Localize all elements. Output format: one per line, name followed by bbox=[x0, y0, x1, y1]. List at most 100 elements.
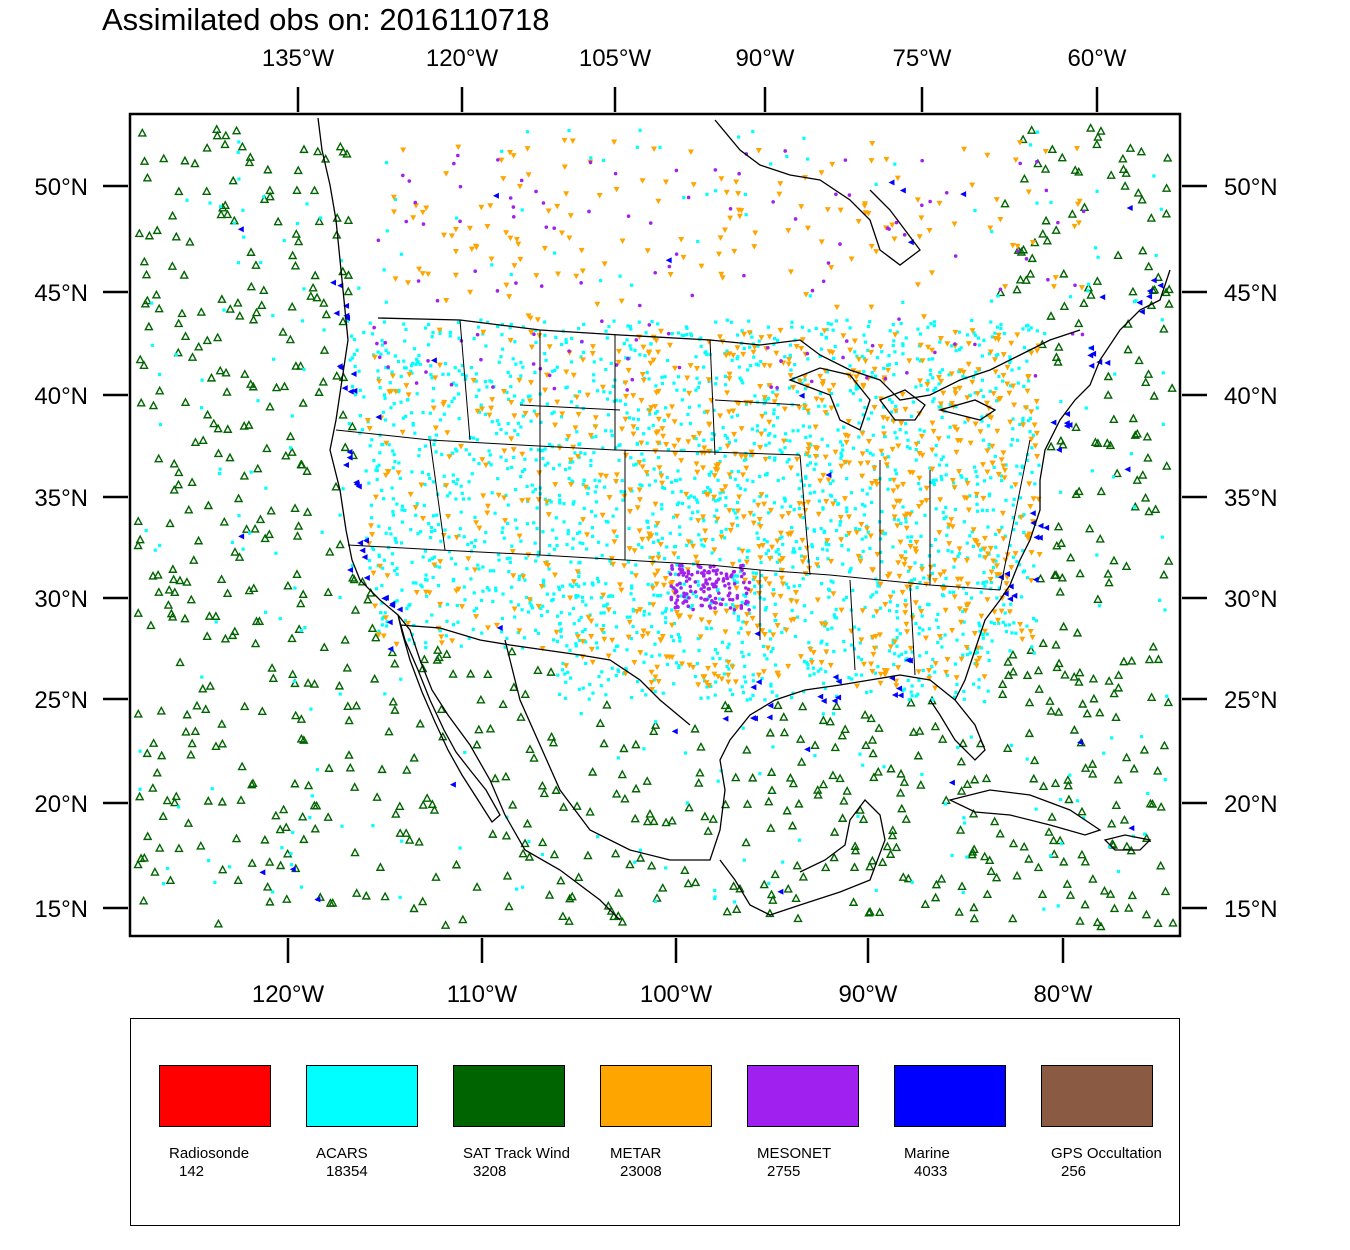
obs-point bbox=[718, 534, 725, 540]
obs-point bbox=[762, 653, 767, 657]
obs-point bbox=[914, 521, 919, 525]
obs-point bbox=[1011, 592, 1018, 599]
obs-point bbox=[581, 541, 585, 546]
obs-point bbox=[877, 857, 888, 866]
obs-point bbox=[437, 565, 442, 569]
obs-point bbox=[968, 808, 979, 818]
obs-point bbox=[499, 455, 503, 459]
obs-point bbox=[397, 461, 401, 465]
obs-point bbox=[340, 634, 350, 644]
obs-point bbox=[393, 641, 400, 648]
obs-point bbox=[451, 451, 455, 455]
obs-point bbox=[859, 608, 866, 614]
obs-point bbox=[797, 378, 804, 385]
obs-point bbox=[366, 426, 373, 432]
obs-point bbox=[1032, 576, 1039, 583]
obs-point bbox=[1019, 636, 1026, 643]
obs-point bbox=[780, 450, 784, 454]
obs-point bbox=[740, 351, 747, 358]
obs-point bbox=[622, 342, 626, 346]
obs-point bbox=[697, 381, 702, 385]
obs-point bbox=[390, 705, 400, 714]
obs-point bbox=[832, 674, 839, 681]
obs-point bbox=[1128, 825, 1135, 832]
obs-point bbox=[715, 508, 719, 512]
obs-point bbox=[910, 510, 914, 514]
obs-point bbox=[862, 513, 866, 517]
obs-point bbox=[508, 325, 512, 330]
obs-point bbox=[756, 590, 763, 597]
obs-point bbox=[906, 678, 910, 682]
obs-point bbox=[578, 247, 585, 254]
obs-point bbox=[202, 409, 213, 419]
obs-point bbox=[948, 517, 955, 523]
obs-point bbox=[574, 634, 581, 640]
obs-point bbox=[528, 344, 535, 351]
obs-point bbox=[701, 445, 708, 452]
obs-point bbox=[891, 514, 898, 520]
obs-point bbox=[288, 446, 293, 450]
obs-point bbox=[564, 340, 568, 345]
obs-point bbox=[628, 416, 632, 420]
obs-point bbox=[1144, 506, 1154, 516]
obs-point bbox=[651, 540, 656, 544]
obs-point bbox=[796, 452, 800, 456]
obs-point bbox=[515, 526, 519, 530]
obs-point bbox=[360, 428, 364, 432]
obs-point bbox=[584, 532, 591, 538]
obs-point bbox=[745, 549, 749, 553]
obs-point bbox=[201, 186, 212, 196]
obs-point bbox=[554, 536, 558, 540]
obs-point bbox=[879, 537, 883, 541]
obs-point bbox=[679, 489, 683, 494]
obs-point bbox=[1136, 146, 1147, 156]
obs-point bbox=[829, 350, 836, 356]
obs-point bbox=[158, 811, 168, 821]
obs-point bbox=[314, 896, 321, 903]
obs-point bbox=[648, 533, 655, 539]
obs-point bbox=[779, 555, 786, 562]
obs-point bbox=[774, 572, 778, 576]
obs-point bbox=[625, 615, 629, 619]
obs-point bbox=[513, 488, 518, 492]
obs-point bbox=[820, 379, 827, 385]
obs-point bbox=[577, 618, 581, 622]
obs-point bbox=[568, 466, 572, 470]
obs-point bbox=[451, 859, 462, 869]
obs-point bbox=[810, 543, 814, 547]
obs-point bbox=[724, 496, 728, 500]
obs-point bbox=[637, 303, 642, 308]
obs-point bbox=[198, 435, 208, 445]
obs-point bbox=[393, 197, 398, 201]
obs-point bbox=[739, 626, 743, 630]
obs-point bbox=[623, 452, 630, 459]
obs-point bbox=[465, 556, 472, 562]
obs-point bbox=[898, 428, 902, 432]
obs-point bbox=[1009, 485, 1014, 489]
obs-point bbox=[639, 464, 646, 470]
obs-point bbox=[839, 795, 849, 805]
obs-point bbox=[1029, 510, 1036, 517]
obs-point bbox=[393, 460, 397, 464]
obs-point bbox=[1016, 247, 1027, 256]
obs-point bbox=[500, 322, 504, 327]
obs-point bbox=[994, 532, 998, 537]
obs-point bbox=[1004, 588, 1011, 595]
obs-point bbox=[724, 603, 728, 607]
obs-point bbox=[951, 221, 958, 228]
obs-point bbox=[479, 403, 483, 407]
obs-point bbox=[474, 372, 478, 376]
obs-point bbox=[926, 574, 933, 581]
obs-point bbox=[509, 385, 513, 389]
obs-point bbox=[524, 852, 535, 861]
obs-point bbox=[525, 484, 529, 489]
obs-point bbox=[456, 620, 460, 624]
obs-point bbox=[1153, 272, 1163, 282]
obs-point bbox=[246, 247, 256, 256]
obs-point bbox=[556, 875, 566, 885]
obs-point bbox=[512, 394, 517, 398]
obs-point bbox=[458, 527, 462, 531]
obs-point bbox=[443, 483, 450, 489]
obs-point bbox=[508, 196, 513, 200]
obs-point bbox=[1004, 629, 1009, 634]
